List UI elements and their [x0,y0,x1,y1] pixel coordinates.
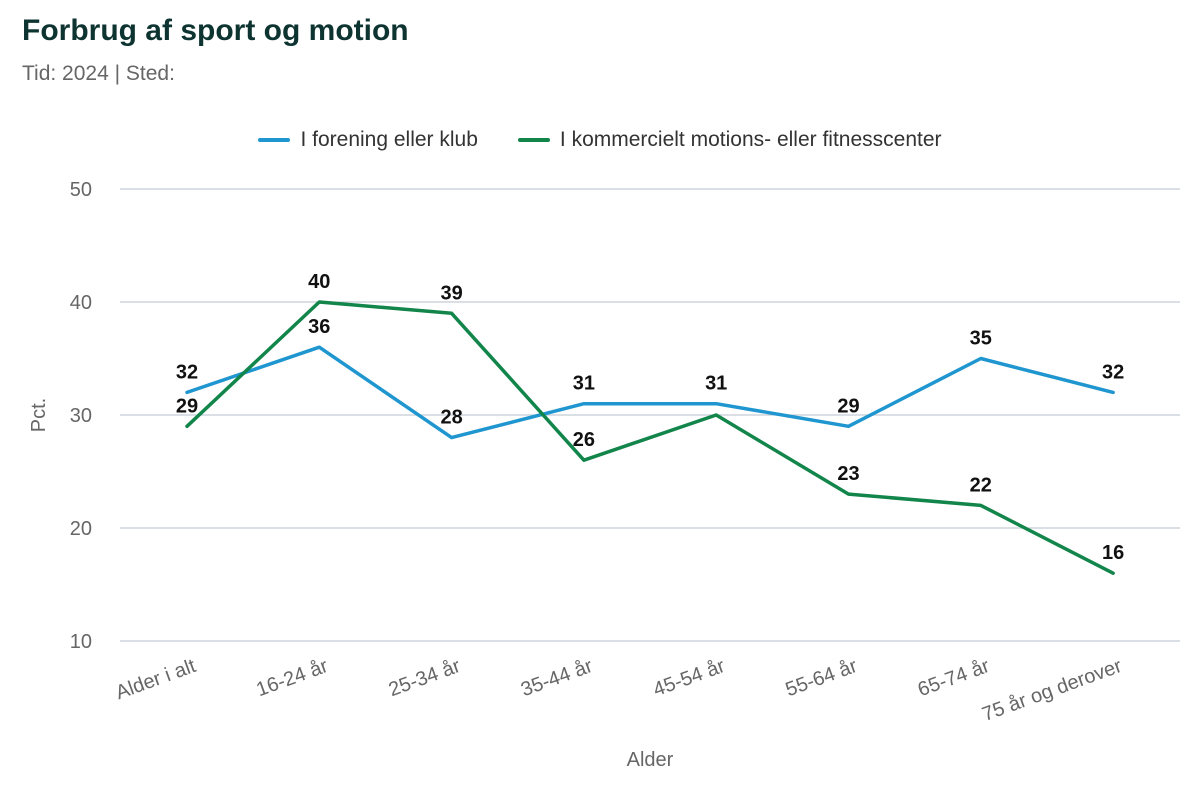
y-tick-label-20: 20 [70,518,92,540]
x-tick-label-3: 35-44 år [518,655,596,701]
series-line-0 [185,345,1115,440]
legend-swatch-fitnesscenter [517,138,550,142]
data-label-s0-p6: 35 [970,328,992,350]
data-label-s1-p2: 39 [440,282,462,304]
data-label-s1-p3: 26 [573,429,595,451]
y-axis-title: Pct. [28,398,50,432]
x-tick-label-0: Alder i alt [113,655,199,704]
data-label-s0-p5: 29 [837,395,859,417]
y-tick-label-10: 10 [70,631,92,653]
data-label-s0-p3: 31 [573,373,595,395]
x-tick-label-2: 25-34 år [386,655,464,701]
legend-item-forening[interactable]: I forening eller klub [258,128,478,152]
legend-swatch-forening [258,138,291,142]
y-tick-label-40: 40 [70,292,92,314]
y-tick-label-30: 30 [70,405,92,427]
legend-label-forening: I forening eller klub [300,128,478,151]
data-label-s1-p7: 16 [1102,542,1124,564]
data-label-s0-p2: 28 [440,407,462,429]
legend-label-fitnesscenter: I kommercielt motions- eller fitnesscent… [559,128,942,151]
data-label-s0-p7: 32 [1102,361,1124,383]
x-tick-label-6: 65-74 år [915,655,993,701]
data-label-s1-p5: 23 [837,463,859,485]
x-tick-label-4: 45-54 år [650,655,728,701]
x-axis-title: Alder [627,749,674,771]
data-label-s0-p1: 36 [308,316,330,338]
x-tick-label-1: 16-24 år [253,655,331,701]
legend-item-fitnesscenter[interactable]: I kommercielt motions- eller fitnesscent… [517,128,942,152]
x-tick-label-5: 55-64 år [783,655,861,701]
legend: I forening eller klub I kommercielt moti… [0,128,1200,152]
data-label-s1-p1: 40 [308,271,330,293]
data-label-s1-p0: 29 [176,395,198,417]
data-label-s0-p4: 31 [705,373,727,395]
series-line-1 [185,300,1115,575]
chart-subtitle: Tid: 2024 | Sted: [22,62,175,85]
data-label-s1-p6: 22 [970,474,992,496]
x-tick-label-7: 75 år og derover [979,655,1125,726]
chart-title: Forbrug af sport og motion [22,14,409,47]
data-label-s0-p0: 32 [176,361,198,383]
y-tick-label-50: 50 [70,179,92,201]
